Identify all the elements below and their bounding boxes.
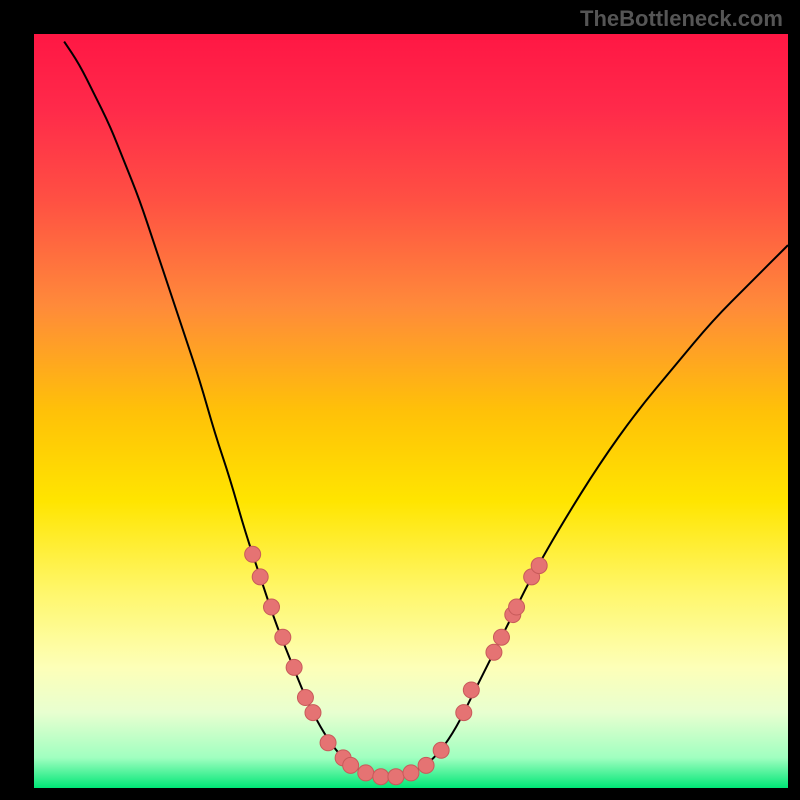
- data-marker: [403, 765, 419, 781]
- data-marker: [343, 757, 359, 773]
- data-marker: [373, 769, 389, 785]
- data-marker: [264, 599, 280, 615]
- bottleneck-curve: [64, 42, 788, 777]
- data-marker: [531, 558, 547, 574]
- data-marker: [509, 599, 525, 615]
- data-marker: [245, 546, 261, 562]
- data-marker: [252, 569, 268, 585]
- data-marker: [286, 659, 302, 675]
- data-marker: [297, 690, 313, 706]
- data-marker: [320, 735, 336, 751]
- data-marker: [463, 682, 479, 698]
- data-marker: [493, 629, 509, 645]
- frame-border: [788, 0, 800, 800]
- data-marker: [418, 757, 434, 773]
- data-marker: [388, 769, 404, 785]
- chart-svg: [0, 0, 800, 800]
- data-marker: [433, 742, 449, 758]
- watermark-text: TheBottleneck.com: [580, 6, 783, 32]
- data-marker: [358, 765, 374, 781]
- data-marker: [275, 629, 291, 645]
- frame-border: [0, 0, 34, 800]
- data-marker: [456, 705, 472, 721]
- data-marker: [486, 644, 502, 660]
- data-marker: [305, 705, 321, 721]
- frame-border: [0, 788, 800, 800]
